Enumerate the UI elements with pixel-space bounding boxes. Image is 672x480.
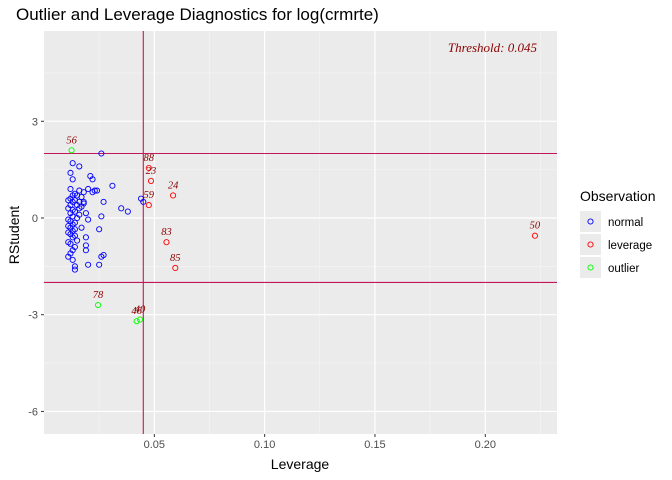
point-label: 23 [146,166,157,177]
outlier-point [133,318,140,325]
point-label: 50 [530,221,541,232]
point-label: 24 [168,180,179,191]
point-label: 46 [131,306,142,317]
normal-point [67,240,74,247]
leverage-point [531,232,538,239]
normal-point [89,189,96,196]
outlier-point [136,316,144,323]
normal-point [96,261,103,268]
normal-point [82,210,89,217]
point-label: 88 [144,153,155,164]
normal-point [65,253,72,260]
leverage-point [172,264,179,272]
x-tick-label: 0.05 [144,439,165,451]
point-label: 85 [170,253,181,264]
normal-point [124,208,131,215]
chart-title: Outlier and Leverage Diagnostics for log… [16,5,379,24]
legend-key-leverage [580,234,601,255]
point-label: 40 [135,305,146,316]
normal-point [71,263,78,270]
legend: Observation normal leverage outlier [580,188,655,278]
normal-point [78,224,85,231]
leverage-point [170,192,177,199]
threshold-lines [44,31,557,434]
legend-key-normal [580,211,601,232]
y-tick-label: -6 [28,406,38,418]
point-label: 78 [93,290,104,301]
normal-point [78,193,85,201]
normal-point [85,261,92,268]
plot-panel [44,31,557,434]
normal-point [67,169,74,176]
normal-point [96,226,103,233]
point-label: 56 [66,135,77,146]
normal-point [85,185,92,193]
normal-point [74,214,81,222]
x-axis-ticks: 0.05 0.10 0.15 0.20 [144,434,496,451]
legend-symbol-outlier [587,264,594,271]
normal-point [69,256,76,263]
data-points [65,147,538,325]
x-tick-label: 0.15 [364,439,385,451]
y-axis-title: RStudent [6,206,22,264]
leverage-point [145,202,152,209]
normal-point [85,216,92,223]
y-tick-label: 3 [32,116,38,128]
point-label: 83 [161,227,172,238]
legend-key-outlier [580,257,601,278]
normal-point [89,176,96,183]
normal-point [100,252,107,259]
normal-point [71,266,78,273]
legend-symbol-leverage [587,241,594,248]
normal-point [109,182,116,189]
legend-label-leverage: leverage [608,240,652,252]
outlier-point [95,301,102,309]
legend-label-normal: normal [608,217,643,229]
leverage-point [147,177,155,184]
normal-point [69,176,76,183]
normal-point [80,198,87,205]
legend-symbol-normal [587,218,594,225]
normal-point [67,185,74,193]
y-axis-ticks: 3 0 -3 -6 [28,116,44,418]
x-tick-label: 0.10 [254,439,275,451]
y-tick-label: -3 [28,310,38,322]
normal-point [98,213,105,220]
legend-title: Observation [580,188,655,204]
x-tick-label: 0.20 [475,439,496,451]
normal-point [82,234,89,241]
outlier-point [68,147,75,154]
legend-label-outlier: outlier [608,263,639,275]
normal-point [76,205,83,212]
normal-point [80,189,87,196]
grid-minor [44,31,557,434]
y-tick-label: 0 [32,213,38,225]
normal-point [118,205,125,212]
normal-point [76,163,83,170]
normal-point [69,234,76,241]
leverage-point [145,164,152,172]
grid-major [44,31,557,434]
normal-point [98,150,105,157]
normal-point [140,198,147,205]
point-label: 59 [144,190,155,201]
normal-point [82,247,89,254]
leverage-point [163,239,170,246]
x-axis-title: Leverage [271,456,330,472]
threshold-annotation: Threshold: 0.045 [448,40,538,55]
normal-point [100,198,107,205]
normal-point [74,237,81,244]
normal-point [69,160,76,167]
